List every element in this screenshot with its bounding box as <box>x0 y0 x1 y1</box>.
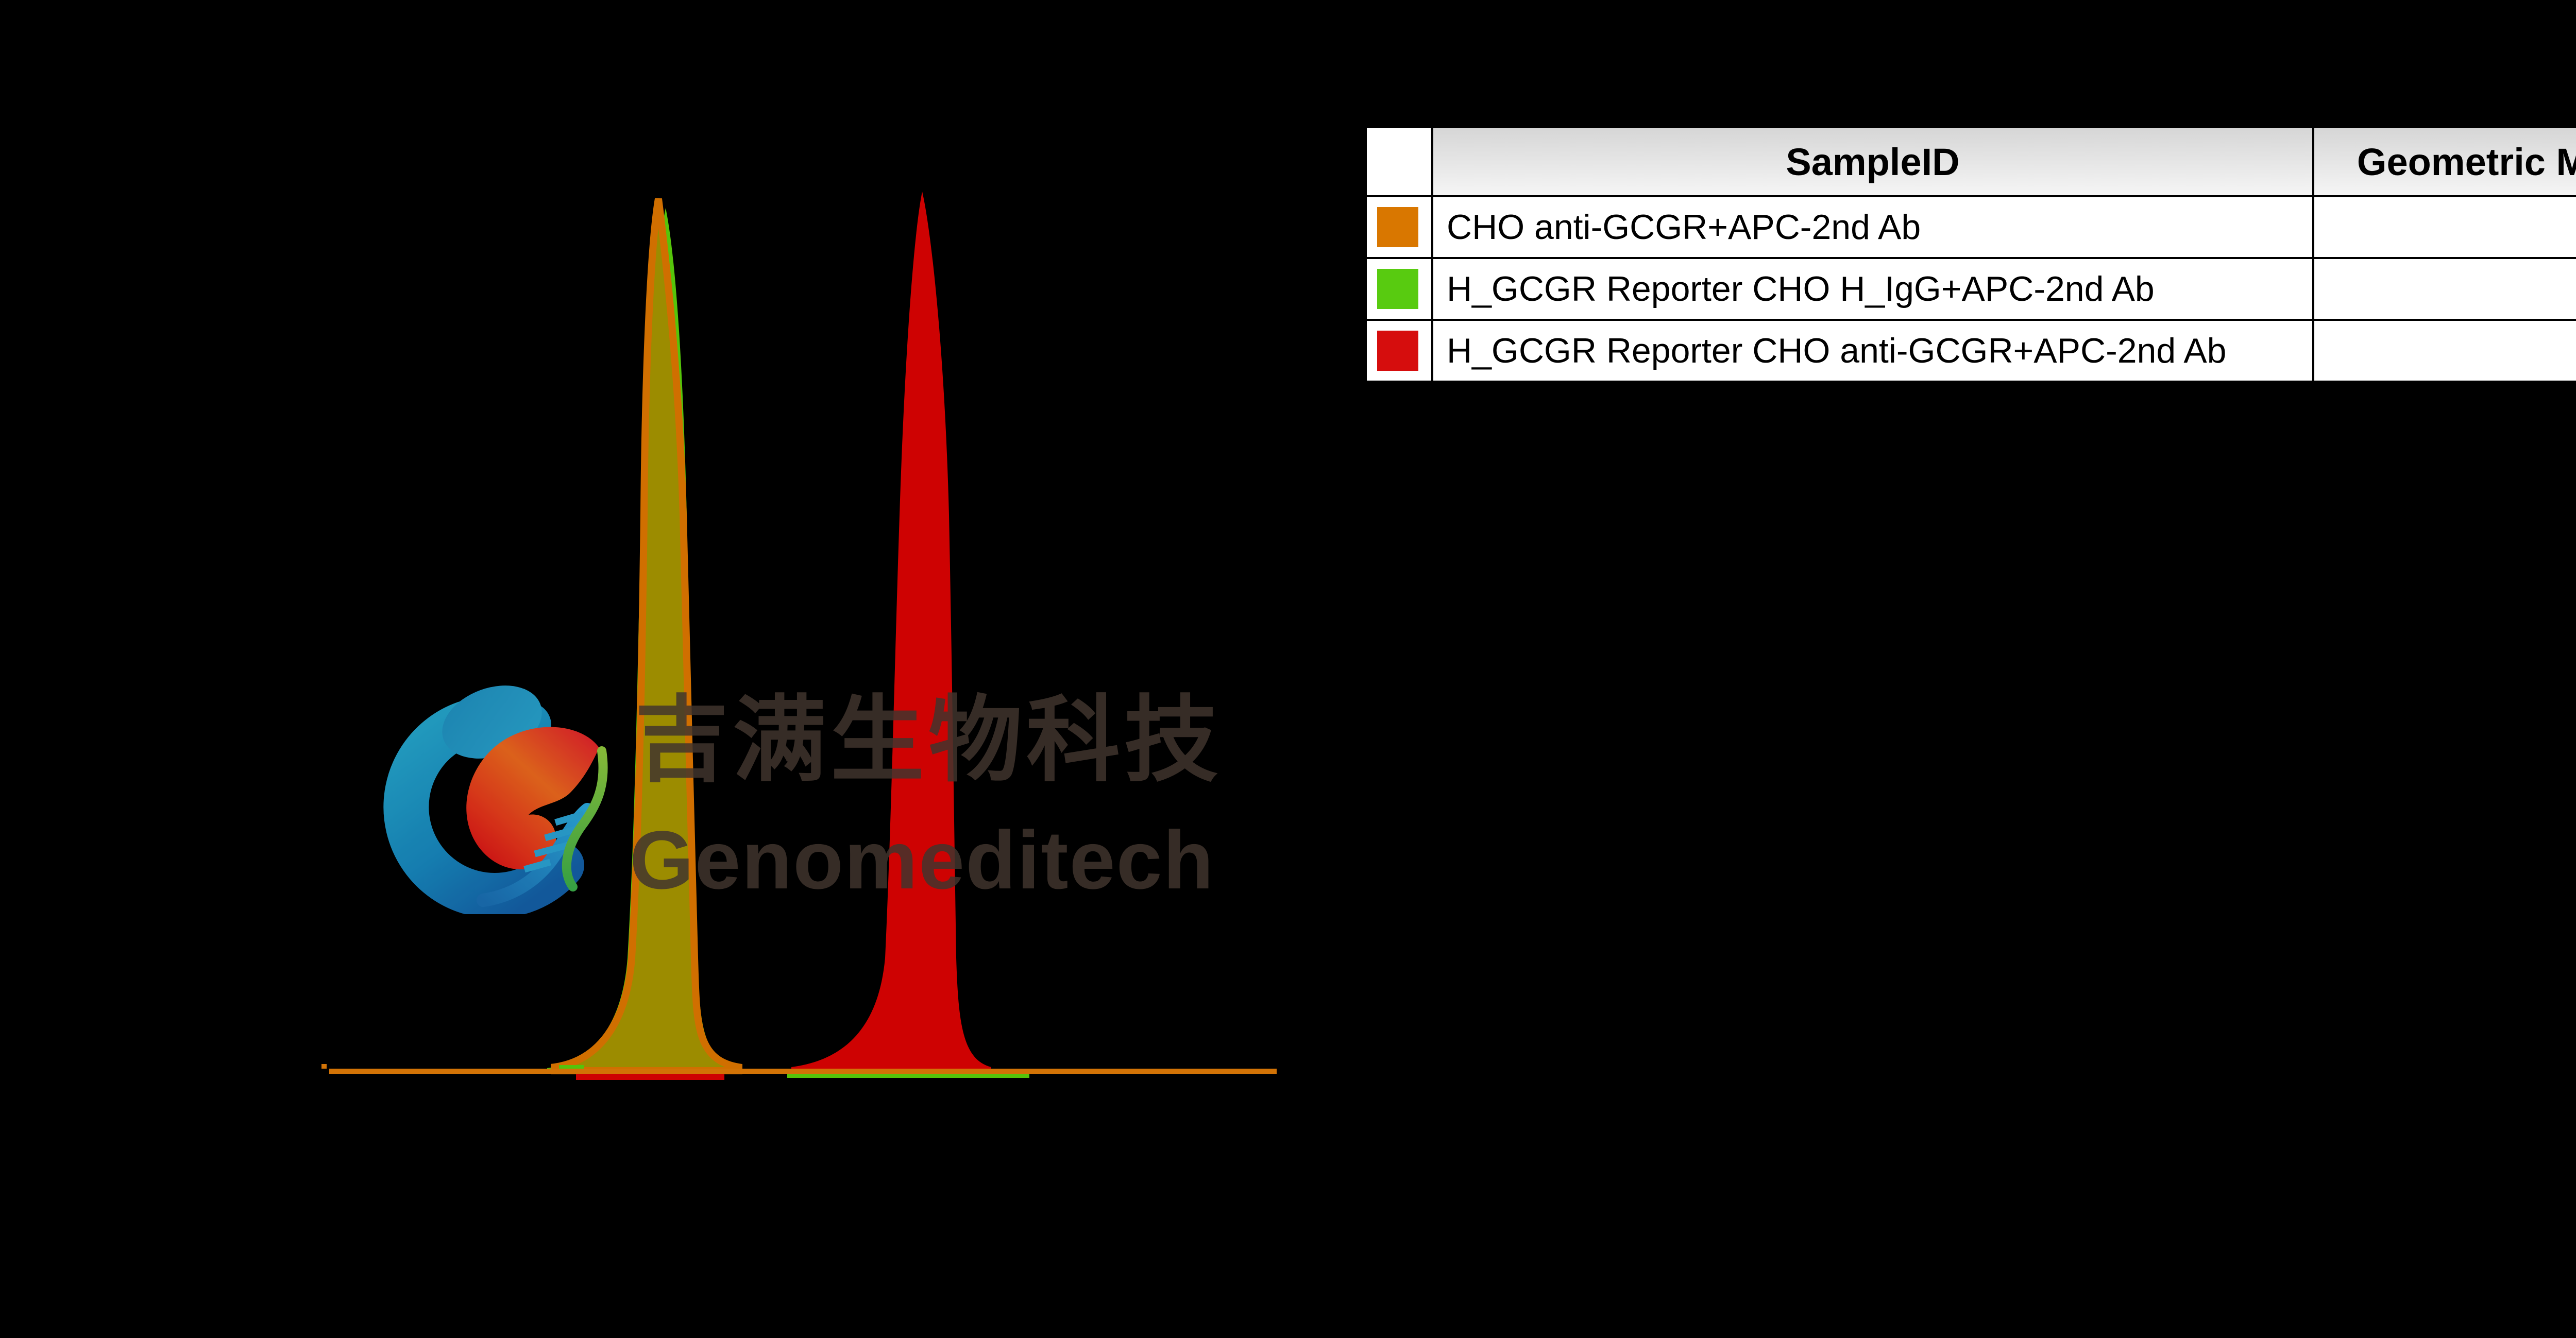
logo-green-vine <box>562 746 608 891</box>
x-axis-start-tick <box>321 1064 327 1069</box>
sample-statistics-table: SampleID Geometric Mean : FL11-H CHO ant… <box>1365 126 2576 386</box>
table-row-1-geometric-mean: 1518 <box>2314 197 2576 257</box>
orange-green-overlap-histogram-curve <box>551 198 742 1074</box>
table-header-geometric-mean: Geometric Mean : FL11-H <box>2314 128 2576 195</box>
baseline-fringe-red <box>576 1074 724 1080</box>
table-row-1-swatch-cell <box>1367 197 1431 257</box>
orange-sample-swatch <box>1377 207 1418 247</box>
table-row-3-sample-id: H_GCGR Reporter CHO anti-GCGR+APC-2nd Ab <box>1433 321 2312 381</box>
red-histogram-curve <box>791 192 991 1071</box>
logo-flame <box>466 727 599 870</box>
table-header-swatch-column <box>1367 128 1431 195</box>
x-axis-baseline <box>329 1069 1277 1074</box>
red-sample-swatch <box>1377 331 1418 371</box>
watermark-company-name-chinese: 吉满生物科技 <box>635 688 1222 793</box>
logo-dna-rungs <box>523 811 584 873</box>
table-header-sample-id: SampleID <box>1433 128 2312 195</box>
watermark-company-name-english: Genomeditech <box>630 814 1215 906</box>
baseline-fringe-green-right <box>787 1074 1029 1078</box>
genomeditech-logo <box>383 685 608 914</box>
table-row-1-sample-id: CHO anti-GCGR+APC-2nd Ab <box>1433 197 2312 257</box>
table-row-2-swatch-cell <box>1367 259 1431 319</box>
table-row-2-geometric-mean: 1473 <box>2314 259 2576 319</box>
table-row-2-sample-id: H_GCGR Reporter CHO H_IgG+APC-2nd Ab <box>1433 259 2312 319</box>
logo-dna-strand <box>477 803 594 907</box>
green-sample-swatch <box>1377 269 1418 309</box>
table-row-3-geometric-mean: 4.28E5 <box>2314 321 2576 381</box>
table-row-3-swatch-cell <box>1367 321 1431 381</box>
